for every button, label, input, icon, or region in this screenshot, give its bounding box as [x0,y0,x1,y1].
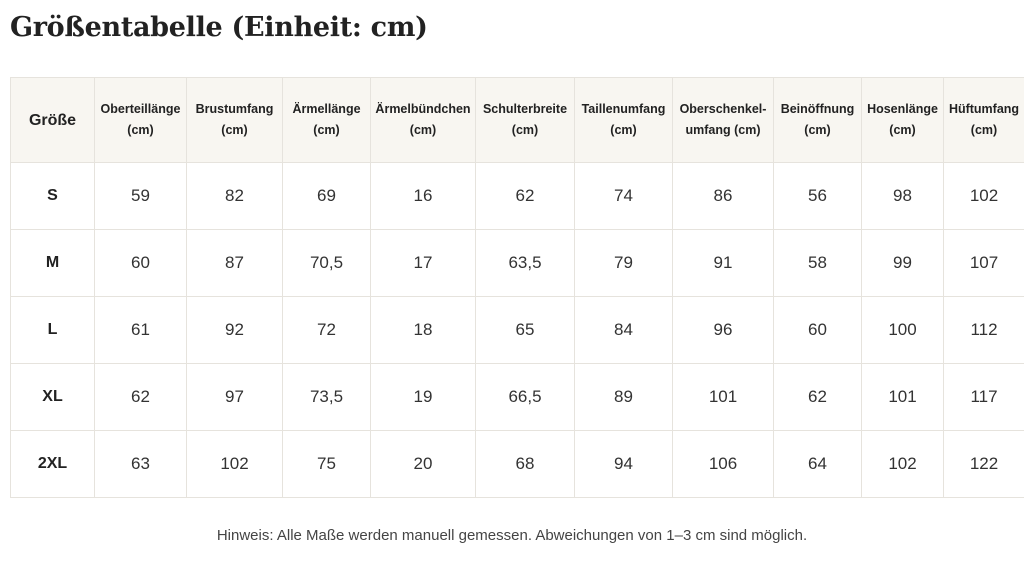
size-label: S [10,162,95,230]
table-cell: 66,5 [475,363,575,431]
header-line: (cm) [409,123,437,137]
table-cell: 117 [943,363,1024,431]
table-cell: 18 [370,296,476,364]
table-cell: 98 [861,162,944,230]
size-label: 2XL [10,430,95,498]
table-cell: 102 [861,430,944,498]
table-header-row: Größe Oberteillänge (cm) Brustumfang (cm) … [10,77,1024,163]
header-line: (cm) [221,123,248,137]
table-cell: 101 [672,363,774,431]
table-cell: 75 [282,430,371,498]
table-cell: 65 [475,296,575,364]
size-label: XL [10,363,95,431]
table-cell: 19 [370,363,476,431]
header-line: Schulterbreite [482,102,568,116]
header-line: Ärmelbündchen [375,102,471,116]
header-beinoeffnung: Beinöffnung (cm) [773,77,862,163]
table-row: 2XL 63 102 75 20 68 94 106 64 102 122 [10,430,1024,498]
header-oberschenkelumfang: Oberschenkel-umfang (cm) [672,77,774,163]
table-cell: 102 [186,430,283,498]
table-cell: 107 [943,229,1024,297]
table-cell: 106 [672,430,774,498]
table-cell: 63 [94,430,187,498]
table-cell: 64 [773,430,862,498]
table-cell: 84 [574,296,673,364]
size-label: L [10,296,95,364]
header-taillenumfang: Taillenumfang (cm) [574,77,673,163]
header-size: Größe [10,77,95,163]
table-cell: 112 [943,296,1024,364]
table-row: L 61 92 72 18 65 84 96 60 100 112 [10,296,1024,364]
table-cell: 122 [943,430,1024,498]
table-cell: 74 [574,162,673,230]
size-table: Größe Oberteillänge (cm) Brustumfang (cm) … [10,77,1024,498]
table-cell: 82 [186,162,283,230]
header-line: (cm) [610,123,637,137]
table-cell: 94 [574,430,673,498]
table-cell: 97 [186,363,283,431]
header-aermellaenge: Ärmellänge (cm) [282,77,371,163]
table-cell: 73,5 [282,363,371,431]
table-cell: 63,5 [475,229,575,297]
table-cell: 100 [861,296,944,364]
table-cell: 72 [282,296,371,364]
measurement-note: Hinweis: Alle Maße werden manuell gemess… [216,527,808,544]
table-cell: 60 [94,229,187,297]
table-cell: 68 [475,430,575,498]
table-cell: 62 [773,363,862,431]
table-cell: 70,5 [282,229,371,297]
header-schulterbreite: Schulterbreite (cm) [475,77,575,163]
table-cell: 56 [773,162,862,230]
table-cell: 69 [282,162,371,230]
table-cell: 92 [186,296,283,364]
header-line: Hüftumfang [948,102,1020,116]
header-line: Ärmellänge [292,102,361,116]
header-line: Oberteillänge [100,102,181,116]
page-title: Größentabelle (Einheit: cm) [10,12,428,43]
header-line: Taillenumfang [581,102,666,116]
header-line: (cm) [804,123,831,137]
table-cell: 62 [94,363,187,431]
header-line: Oberschenkel- [679,102,767,116]
header-line: Beinöffnung [780,102,855,116]
header-line: (cm) [313,123,340,137]
header-line: (cm) [127,123,154,137]
table-cell: 91 [672,229,774,297]
header-line: Hosenlänge [867,102,938,116]
header-line: (cm) [970,123,998,137]
table-cell: 16 [370,162,476,230]
table-cell: 86 [672,162,774,230]
table-cell: 59 [94,162,187,230]
header-line: (cm) [511,123,539,137]
table-cell: 61 [94,296,187,364]
header-hosenlaenge: Hosenlänge (cm) [861,77,944,163]
table-cell: 20 [370,430,476,498]
header-brustumfang: Brustumfang (cm) [186,77,283,163]
table-cell: 96 [672,296,774,364]
table-cell: 89 [574,363,673,431]
header-oberteillaenge: Oberteillänge (cm) [94,77,187,163]
table-cell: 17 [370,229,476,297]
header-line: Brustumfang [195,102,274,116]
header-line: umfang (cm) [685,123,761,137]
table-row: M 60 87 70,5 17 63,5 79 91 58 99 107 [10,229,1024,297]
table-row: XL 62 97 73,5 19 66,5 89 101 62 101 117 [10,363,1024,431]
table-cell: 87 [186,229,283,297]
header-aermelbuendchen: Ärmelbündchen (cm) [370,77,476,163]
table-cell: 60 [773,296,862,364]
table-cell: 101 [861,363,944,431]
header-hueftumfang: Hüftumfang (cm) [943,77,1024,163]
table-cell: 102 [943,162,1024,230]
table-row: S 59 82 69 16 62 74 86 56 98 102 [10,162,1024,230]
header-line: (cm) [889,123,916,137]
table-cell: 62 [475,162,575,230]
table-cell: 58 [773,229,862,297]
table-cell: 99 [861,229,944,297]
table-cell: 79 [574,229,673,297]
size-label: M [10,229,95,297]
